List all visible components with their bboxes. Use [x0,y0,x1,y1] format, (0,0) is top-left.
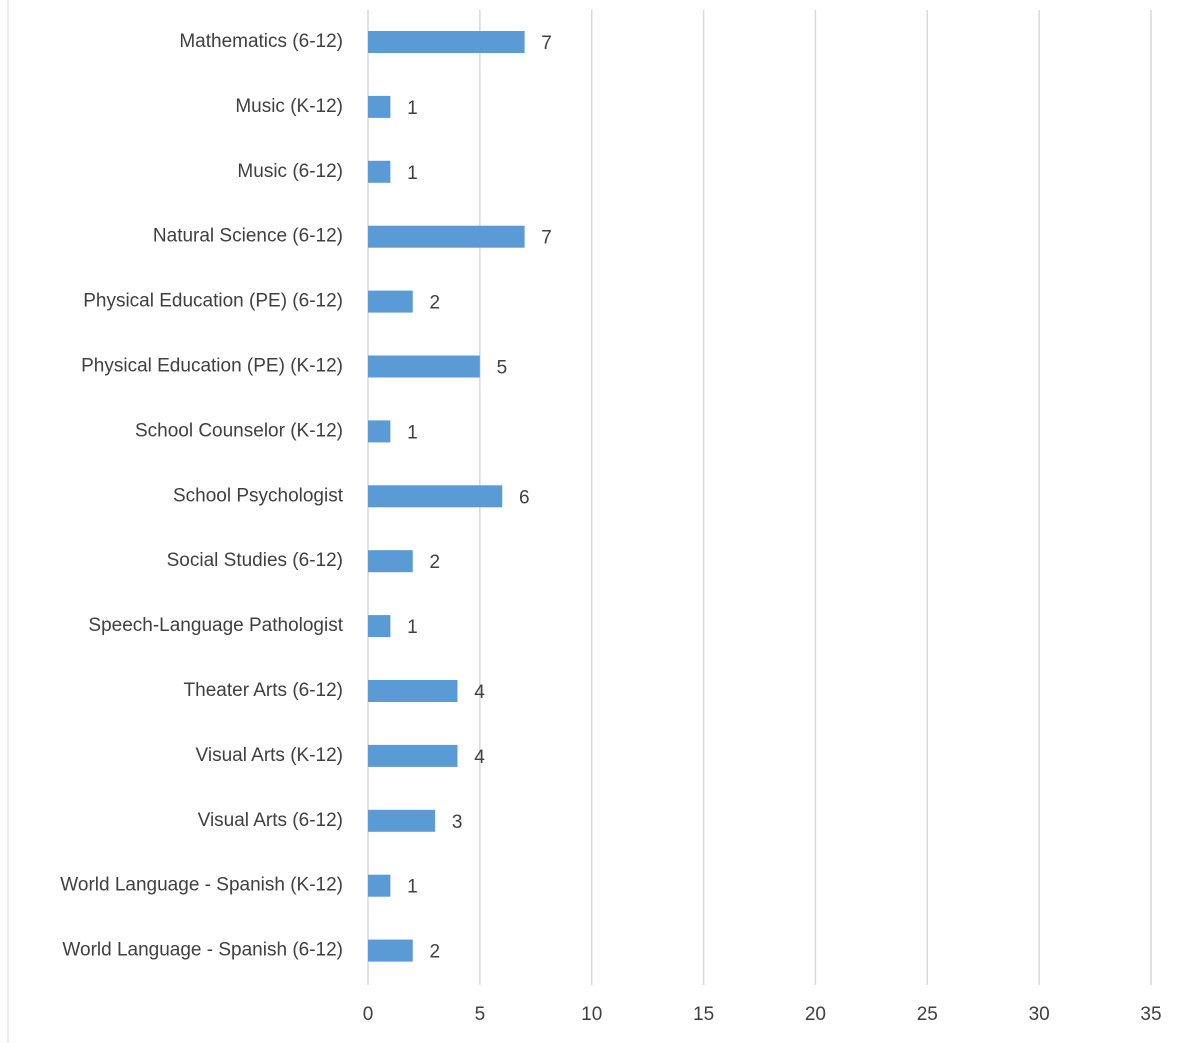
bar [368,355,480,378]
y-tick-label: Physical Education (PE) (6-12) [83,291,343,312]
value-label: 5 [497,358,508,379]
bar [368,874,391,897]
y-tick-label: Music (K-12) [235,96,343,117]
x-tick-label: 0 [363,1004,374,1025]
bar [368,95,391,118]
bar [368,809,436,832]
value-label: 2 [429,293,440,314]
y-tick-label: World Language - Spanish (K-12) [60,875,343,896]
bar [368,160,391,183]
value-label: 7 [541,33,552,54]
y-tick-label: Theater Arts (6-12) [184,680,343,701]
y-tick-label: Visual Arts (K-12) [196,745,343,766]
x-tick-label: 15 [693,1004,714,1025]
bar [368,680,458,702]
bar [368,939,413,962]
y-tick-label: World Language - Spanish (6-12) [62,940,343,961]
value-label: 1 [407,617,418,638]
bar [368,615,391,638]
bar [368,744,458,767]
x-tick-label: 25 [917,1004,938,1025]
y-tick-label: School Counselor (K-12) [135,420,343,441]
bar [368,550,413,573]
value-label: 3 [452,812,463,833]
value-label: 2 [429,942,440,963]
y-tick-label: Social Studies (6-12) [167,550,343,571]
value-label: 7 [541,228,552,249]
x-tick-label: 10 [581,1004,602,1025]
y-tick-label: Visual Arts (6-12) [198,810,343,831]
bar [368,225,525,248]
value-label: 1 [407,877,418,898]
value-label: 6 [519,487,530,508]
value-label: 4 [474,747,485,768]
value-label: 1 [407,163,418,184]
x-tick-label: 30 [1029,1004,1050,1025]
value-label: 1 [407,98,418,119]
y-tick-label: Mathematics (6-12) [179,31,343,52]
value-label: 2 [429,552,440,573]
x-tick-label: 35 [1140,1004,1161,1025]
y-tick-label: Natural Science (6-12) [153,226,343,247]
x-tick-label: 5 [475,1004,486,1025]
bar [368,31,525,53]
bar [368,485,503,508]
y-tick-label: School Psychologist [173,485,344,506]
y-tick-label: Speech-Language Pathologist [88,615,343,636]
bar [368,290,413,313]
y-tick-label: Physical Education (PE) (K-12) [81,356,343,377]
value-label: 4 [474,682,485,703]
y-tick-label: Music (6-12) [237,161,343,182]
bar [368,420,391,443]
value-label: 1 [407,422,418,443]
x-tick-label: 20 [805,1004,826,1025]
